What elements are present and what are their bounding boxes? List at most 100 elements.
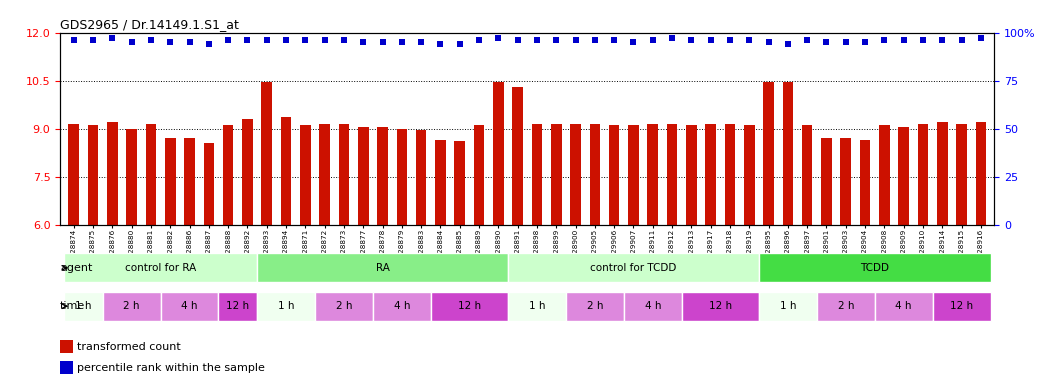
Bar <box>744 126 755 225</box>
Point <box>335 37 352 43</box>
Bar <box>262 82 272 225</box>
Point <box>317 37 333 43</box>
Point <box>818 39 835 45</box>
Bar <box>918 124 928 225</box>
Bar <box>145 124 157 225</box>
Bar <box>875 292 932 321</box>
Point <box>355 39 372 45</box>
Point <box>606 37 623 43</box>
Point <box>393 39 410 45</box>
Text: time: time <box>60 301 85 311</box>
Bar <box>455 141 465 225</box>
Point <box>452 41 468 47</box>
Point <box>297 37 313 43</box>
Bar <box>763 82 774 225</box>
Bar <box>358 127 368 225</box>
Bar <box>759 292 817 321</box>
Bar <box>493 82 503 225</box>
Bar <box>686 126 696 225</box>
Bar <box>280 118 292 225</box>
Bar <box>513 87 523 225</box>
Point <box>838 39 854 45</box>
Point <box>586 37 603 43</box>
Text: 4 h: 4 h <box>182 301 198 311</box>
Point <box>914 37 931 43</box>
Bar <box>218 292 257 321</box>
Point <box>741 37 758 43</box>
Point <box>220 37 237 43</box>
Bar <box>725 124 735 225</box>
Text: 12 h: 12 h <box>458 301 481 311</box>
Bar <box>203 143 214 225</box>
Point <box>683 37 700 43</box>
Bar <box>841 138 851 225</box>
Text: 1 h: 1 h <box>278 301 295 311</box>
Text: percentile rank within the sample: percentile rank within the sample <box>77 362 265 373</box>
Text: 2 h: 2 h <box>124 301 140 311</box>
Bar <box>184 138 195 225</box>
Bar <box>87 126 99 225</box>
Bar <box>64 292 103 321</box>
Point <box>85 37 102 43</box>
Point <box>162 39 179 45</box>
Text: TCDD: TCDD <box>861 263 890 273</box>
Text: 4 h: 4 h <box>645 301 661 311</box>
Point <box>375 39 391 45</box>
Point <box>182 39 198 45</box>
Text: 12 h: 12 h <box>709 301 732 311</box>
Text: 2 h: 2 h <box>586 301 603 311</box>
Bar <box>821 138 831 225</box>
Bar <box>759 253 990 282</box>
Point <box>124 39 140 45</box>
Text: 12 h: 12 h <box>226 301 249 311</box>
Point <box>876 37 893 43</box>
Bar <box>859 140 871 225</box>
Bar <box>976 122 986 225</box>
Bar <box>566 292 624 321</box>
Bar <box>609 126 620 225</box>
Bar <box>508 253 759 282</box>
Text: 1 h: 1 h <box>780 301 796 311</box>
Point <box>413 39 430 45</box>
Bar <box>397 129 407 225</box>
Bar <box>320 124 330 225</box>
Point <box>65 37 82 43</box>
Bar <box>315 292 373 321</box>
Bar <box>257 292 315 321</box>
Bar <box>956 124 967 225</box>
Point <box>721 37 738 43</box>
Text: 4 h: 4 h <box>393 301 410 311</box>
Point <box>490 35 507 41</box>
Text: control for RA: control for RA <box>125 263 196 273</box>
Point <box>953 37 969 43</box>
Bar <box>531 124 542 225</box>
Point <box>258 37 275 43</box>
Point <box>510 37 526 43</box>
Bar <box>64 253 257 282</box>
Point <box>104 35 120 41</box>
Point <box>856 39 873 45</box>
Bar <box>590 124 600 225</box>
Bar <box>898 127 909 225</box>
Text: transformed count: transformed count <box>77 341 181 352</box>
Point <box>973 35 989 41</box>
Point <box>432 41 448 47</box>
Bar <box>932 292 990 321</box>
Point <box>200 41 217 47</box>
Text: GDS2965 / Dr.14149.1.S1_at: GDS2965 / Dr.14149.1.S1_at <box>60 18 239 31</box>
Bar <box>802 126 813 225</box>
Bar <box>817 292 875 321</box>
Bar <box>628 126 638 225</box>
Point <box>760 39 776 45</box>
Point <box>567 37 583 43</box>
Text: 2 h: 2 h <box>838 301 854 311</box>
Point <box>528 37 545 43</box>
Bar <box>257 253 508 282</box>
Text: 12 h: 12 h <box>950 301 974 311</box>
Bar <box>624 292 682 321</box>
Bar <box>127 129 137 225</box>
Point <box>663 35 680 41</box>
Bar <box>937 122 948 225</box>
Bar <box>60 340 73 353</box>
Point <box>645 37 661 43</box>
